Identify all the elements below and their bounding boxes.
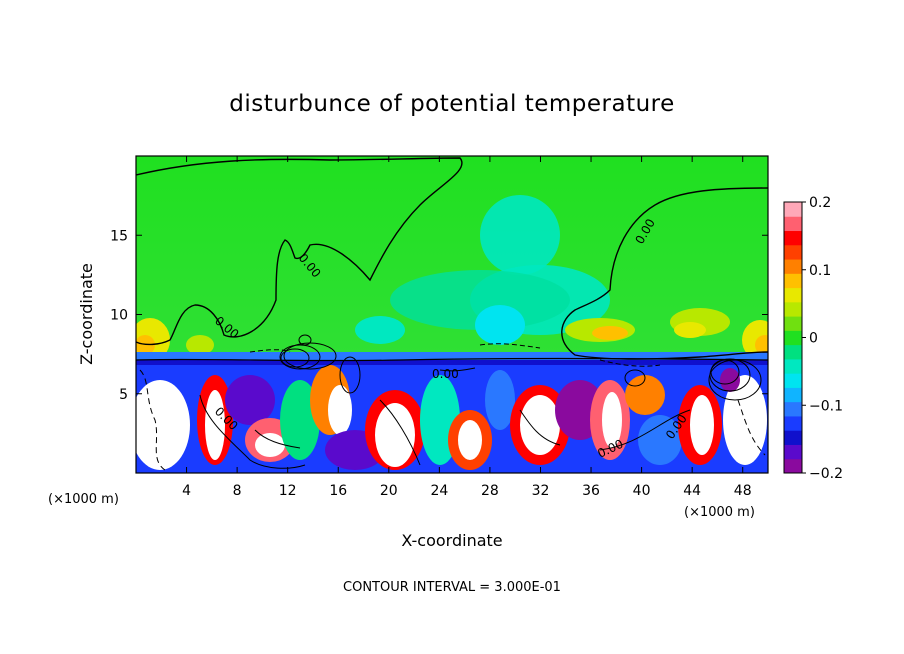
colorbar-swatch (784, 316, 802, 331)
colorbar-swatch (784, 301, 802, 317)
chart-title: disturbunce of potential temperature (229, 91, 675, 117)
colorbar-swatch (784, 373, 802, 388)
x-tick-label: 44 (683, 483, 701, 499)
colorbar-swatch (784, 330, 802, 346)
colorbar-tick-label: −0.2 (809, 466, 843, 482)
y-tick-label: 10 (110, 308, 128, 324)
colorbar-swatch (784, 458, 802, 474)
colorbar-tick-label: 0.1 (809, 263, 831, 279)
x-axis: 4 8 12 16 20 24 28 32 36 40 44 48 (182, 156, 752, 499)
x-tick-label: 12 (279, 483, 297, 499)
x-tick-label: 48 (734, 483, 752, 499)
colorbar-swatch (784, 415, 802, 431)
x-tick-label: 8 (233, 483, 242, 499)
y-axis: 5 10 15 (110, 228, 768, 403)
colorbar-swatch (784, 401, 802, 417)
colorbar-swatch (784, 358, 802, 374)
y-tick-label: 5 (119, 387, 128, 403)
x-tick-label: 32 (532, 483, 550, 499)
colorbar-swatch (784, 216, 802, 232)
contour-interval-note: CONTOUR INTERVAL = 3.000E-01 (343, 580, 561, 595)
x-tick-label: 40 (633, 483, 651, 499)
x-tick-label: 20 (380, 483, 398, 499)
x-unit-label-right: (×1000 m) (684, 505, 755, 520)
y-tick-label: 15 (110, 228, 128, 244)
colorbar-swatch (784, 259, 802, 274)
x-tick-label: 4 (182, 483, 191, 499)
colorbar-swatch (784, 287, 802, 303)
x-tick-label: 28 (481, 483, 499, 499)
y-axis-label: Z-coordinate (77, 263, 96, 365)
colorbar-swatch (784, 444, 802, 460)
colorbar: 0.2 0.1 0 −0.1 −0.2 (783, 195, 843, 482)
x-tick-label: 16 (329, 483, 347, 499)
colorbar-swatch (784, 430, 802, 445)
plot-area: 0.00 0.00 0.00 0.00 0.00 0.00 0.00 (136, 156, 768, 473)
x-unit-label-left: (×1000 m) (48, 492, 119, 507)
x-axis-label: X-coordinate (401, 531, 502, 550)
colorbar-swatch (784, 202, 802, 217)
colorbar-swatch (784, 387, 802, 403)
x-tick-label: 36 (582, 483, 600, 499)
contour-label: 0.00 (432, 367, 459, 381)
colorbar-swatch (784, 344, 802, 360)
colorbar-tick-label: −0.1 (809, 398, 843, 414)
colorbar-tick-label: 0 (809, 331, 818, 347)
colorbar-swatch (784, 244, 802, 260)
x-tick-label: 24 (430, 483, 448, 499)
colorbar-swatch (784, 273, 802, 289)
colorbar-swatch (784, 230, 802, 246)
colorbar-tick-label: 0.2 (809, 195, 831, 211)
